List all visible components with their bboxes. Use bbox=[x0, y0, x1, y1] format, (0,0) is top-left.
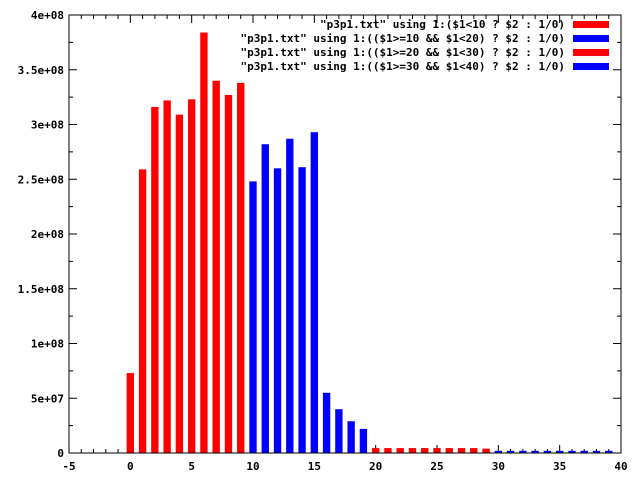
bar-series-3 bbox=[408, 448, 417, 453]
x-tick-label: 15 bbox=[308, 460, 321, 473]
bar-series-1 bbox=[163, 100, 171, 453]
legend-swatch bbox=[573, 63, 609, 70]
y-tick-label: 2e+08 bbox=[31, 228, 64, 241]
y-tick-labels: 0 5e+07 1e+08 1.5e+08 2e+08 2.5e+08 3e+08 3.5e+… bbox=[18, 9, 64, 460]
legend-label: "p3p1.txt" using 1:(($1>=30 && $1<40) ? … bbox=[240, 60, 565, 73]
bar-series-1 bbox=[200, 32, 208, 454]
bar-series-3 bbox=[445, 448, 453, 453]
x-tick-label: 5 bbox=[188, 460, 195, 473]
x-tick-label: 25 bbox=[430, 460, 443, 473]
x-tick-label: 10 bbox=[246, 460, 259, 473]
bar-series-2 bbox=[322, 392, 331, 453]
bar-series-3 bbox=[371, 448, 380, 453]
y-tick-label: 0 bbox=[57, 447, 64, 460]
legend-swatch bbox=[573, 35, 609, 42]
bar-series-2 bbox=[310, 132, 319, 454]
bars bbox=[126, 32, 613, 454]
bar-series-2 bbox=[335, 409, 343, 453]
x-tick-label: 40 bbox=[614, 460, 627, 473]
bar-series-2 bbox=[273, 168, 282, 454]
legend: "p3p1.txt" using 1:($1<10 ? $2 : 1/0)"p3… bbox=[240, 18, 609, 73]
legend-label: "p3p1.txt" using 1:($1<10 ? $2 : 1/0) bbox=[320, 18, 565, 31]
legend-label: "p3p1.txt" using 1:(($1>=10 && $1<20) ? … bbox=[240, 32, 565, 45]
bar-series-1 bbox=[175, 114, 184, 454]
y-tick-label: 3e+08 bbox=[31, 119, 64, 132]
y-tick-label: 1.5e+08 bbox=[18, 283, 64, 296]
bar-series-3 bbox=[457, 448, 466, 453]
bar-series-2 bbox=[286, 138, 294, 454]
x-tick-label: -5 bbox=[62, 460, 75, 473]
bar-series-1 bbox=[151, 106, 159, 453]
x-tick-label: 20 bbox=[369, 460, 382, 473]
bar-series-4 bbox=[506, 450, 515, 453]
bar-series-2 bbox=[249, 181, 257, 453]
bar-series-4 bbox=[568, 450, 576, 453]
bar-series-3 bbox=[396, 448, 404, 453]
bar-series-4 bbox=[531, 450, 539, 453]
bar-series-4 bbox=[605, 450, 613, 453]
bar-series-4 bbox=[494, 450, 503, 453]
x-tick-labels: -5 0 5 10 15 20 25 30 35 40 bbox=[62, 460, 627, 473]
bar-series-4 bbox=[580, 450, 588, 453]
y-tick-label: 1e+08 bbox=[31, 338, 64, 351]
bar-series-4 bbox=[555, 450, 564, 453]
y-tick-label: 4e+08 bbox=[31, 9, 64, 22]
bar-series-3 bbox=[482, 448, 490, 453]
bar-series-2 bbox=[261, 144, 269, 453]
bar-series-1 bbox=[138, 169, 147, 453]
x-tick-label: 35 bbox=[553, 460, 566, 473]
bar-series-4 bbox=[519, 450, 527, 453]
y-tick-label: 5e+07 bbox=[31, 392, 64, 405]
legend-swatch bbox=[573, 49, 609, 56]
y-tick-label: 3.5e+08 bbox=[18, 64, 64, 77]
bar-series-1 bbox=[126, 373, 135, 453]
plot-frame bbox=[68, 14, 622, 454]
bar-series-3 bbox=[384, 448, 392, 453]
bar-series-3 bbox=[470, 448, 478, 453]
legend-label: "p3p1.txt" using 1:(($1>=20 && $1<30) ? … bbox=[240, 46, 565, 59]
bar-series-4 bbox=[543, 450, 552, 453]
bar-series-1 bbox=[237, 82, 245, 453]
bar-series-1 bbox=[224, 94, 233, 453]
x-tick-label: 0 bbox=[127, 460, 134, 473]
legend-swatch bbox=[573, 21, 609, 28]
bar-series-3 bbox=[421, 448, 429, 453]
bar-series-1 bbox=[187, 99, 196, 453]
bar-series-4 bbox=[592, 450, 601, 453]
bar-series-3 bbox=[433, 448, 441, 453]
bar-series-2 bbox=[298, 167, 306, 453]
y-tick-label: 2.5e+08 bbox=[18, 173, 64, 186]
bar-series-2 bbox=[347, 421, 355, 453]
bar-series-2 bbox=[359, 428, 368, 453]
bar-series-1 bbox=[212, 80, 220, 453]
x-tick-label: 30 bbox=[492, 460, 505, 473]
